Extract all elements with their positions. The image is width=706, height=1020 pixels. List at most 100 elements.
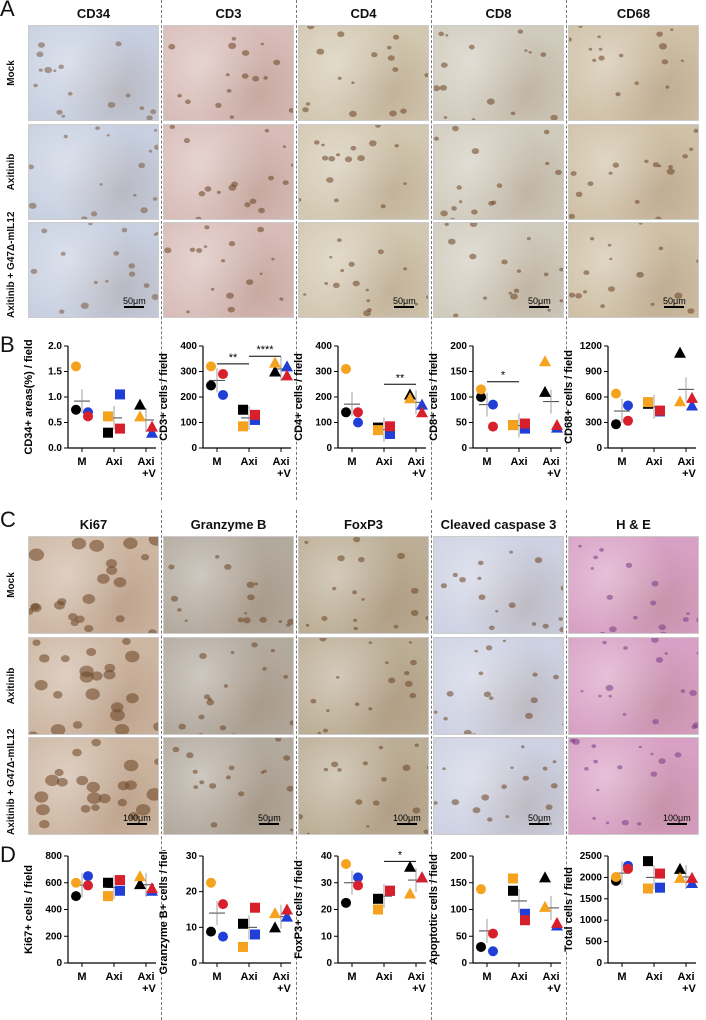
stained-cell bbox=[110, 702, 124, 713]
data-point bbox=[250, 902, 260, 913]
panelC-scale-bar: 50μm bbox=[528, 813, 551, 825]
stained-cell bbox=[559, 299, 563, 303]
data-point bbox=[686, 871, 698, 883]
data-point bbox=[416, 871, 428, 883]
stained-cell bbox=[696, 259, 698, 263]
stained-cell bbox=[353, 626, 358, 631]
stained-cell bbox=[210, 822, 218, 828]
stain-texture bbox=[578, 544, 698, 633]
data-point bbox=[655, 405, 665, 416]
stained-cell bbox=[371, 52, 378, 58]
stained-cell bbox=[402, 764, 411, 771]
stained-cell bbox=[36, 804, 50, 816]
stained-cell bbox=[478, 671, 484, 676]
stained-cell bbox=[452, 572, 458, 578]
panelC-micrograph bbox=[163, 536, 294, 634]
stained-cell bbox=[426, 295, 428, 300]
stained-cell bbox=[409, 692, 417, 699]
y-tick-label: 0 bbox=[56, 958, 62, 969]
stained-cell bbox=[426, 765, 428, 770]
stained-cell bbox=[228, 42, 237, 49]
stained-cell bbox=[442, 767, 446, 770]
y-tick-label: 400 bbox=[180, 341, 197, 352]
stained-cell bbox=[434, 85, 441, 92]
stained-cell bbox=[650, 600, 657, 606]
stained-cell bbox=[337, 76, 342, 80]
stained-cell bbox=[606, 594, 613, 600]
scale-bar-line bbox=[396, 823, 417, 825]
x-tick-label: M bbox=[212, 456, 221, 468]
stained-cell bbox=[534, 557, 543, 564]
stained-cell bbox=[664, 652, 668, 655]
stained-cell bbox=[638, 223, 643, 225]
stained-cell bbox=[469, 223, 478, 227]
stained-cell bbox=[651, 580, 659, 587]
stained-cell bbox=[353, 618, 358, 622]
panelA-column-title: CD8 bbox=[485, 6, 512, 21]
stained-cell bbox=[143, 283, 150, 288]
stained-cell bbox=[225, 73, 230, 77]
data-point bbox=[551, 419, 563, 431]
panelB-letter: B bbox=[0, 332, 15, 357]
stained-cell bbox=[477, 576, 482, 580]
stained-cell bbox=[424, 73, 428, 78]
stain-texture bbox=[569, 26, 684, 97]
data-point bbox=[250, 929, 260, 940]
y-tick-label: 150 bbox=[450, 367, 467, 378]
stained-cell bbox=[186, 752, 194, 759]
stained-cell bbox=[283, 755, 291, 761]
stained-cell bbox=[82, 594, 96, 604]
stained-cell bbox=[72, 721, 83, 729]
stained-cell bbox=[206, 699, 215, 706]
stained-cell bbox=[56, 109, 63, 115]
stained-cell bbox=[547, 308, 551, 312]
stained-cell bbox=[521, 745, 525, 749]
stained-cell bbox=[331, 761, 339, 768]
data-point bbox=[385, 885, 395, 896]
stain-texture bbox=[299, 125, 407, 209]
stained-cell bbox=[542, 766, 548, 771]
panelA-micrograph bbox=[28, 25, 159, 121]
x-tick-label: M bbox=[617, 971, 626, 983]
stained-cell bbox=[562, 723, 563, 726]
y-tick-label: 300 bbox=[585, 418, 602, 429]
x-tick-label: +V bbox=[682, 468, 696, 480]
stained-cell bbox=[177, 93, 182, 98]
stained-cell bbox=[602, 640, 607, 645]
stained-cell bbox=[599, 548, 604, 552]
significance-label: ** bbox=[229, 352, 238, 364]
stained-cell bbox=[264, 129, 270, 133]
stained-cell bbox=[545, 804, 553, 810]
x-tick-label: Axi bbox=[137, 456, 154, 468]
stained-cell bbox=[223, 684, 228, 688]
stained-cell bbox=[193, 785, 199, 789]
stained-cell bbox=[439, 84, 447, 91]
stained-cell bbox=[368, 641, 372, 645]
stained-cell bbox=[687, 308, 695, 314]
y-tick-label: 300 bbox=[315, 367, 332, 378]
stained-cell bbox=[404, 680, 413, 687]
stained-cell bbox=[570, 171, 577, 176]
stained-cell bbox=[542, 623, 549, 629]
panelC-column-title: H & E bbox=[616, 517, 651, 532]
stained-cell bbox=[67, 91, 73, 96]
stained-cell bbox=[337, 768, 342, 772]
stained-cell bbox=[528, 51, 532, 54]
stained-cell bbox=[471, 118, 476, 120]
stained-cell bbox=[215, 102, 222, 108]
stained-cell bbox=[228, 184, 237, 191]
data-point bbox=[611, 388, 621, 399]
stained-cell bbox=[623, 646, 628, 650]
stained-cell bbox=[289, 828, 293, 832]
column-divider bbox=[566, 510, 567, 1020]
stained-cell bbox=[168, 564, 175, 570]
stained-cell bbox=[488, 201, 495, 206]
stained-cell bbox=[283, 675, 289, 679]
data-point bbox=[83, 411, 93, 422]
data-point bbox=[250, 409, 260, 420]
stain-texture bbox=[302, 26, 428, 117]
panelC-micrograph bbox=[568, 536, 699, 634]
stained-cell bbox=[219, 725, 227, 731]
scale-bar-label: 50μm bbox=[258, 813, 281, 823]
